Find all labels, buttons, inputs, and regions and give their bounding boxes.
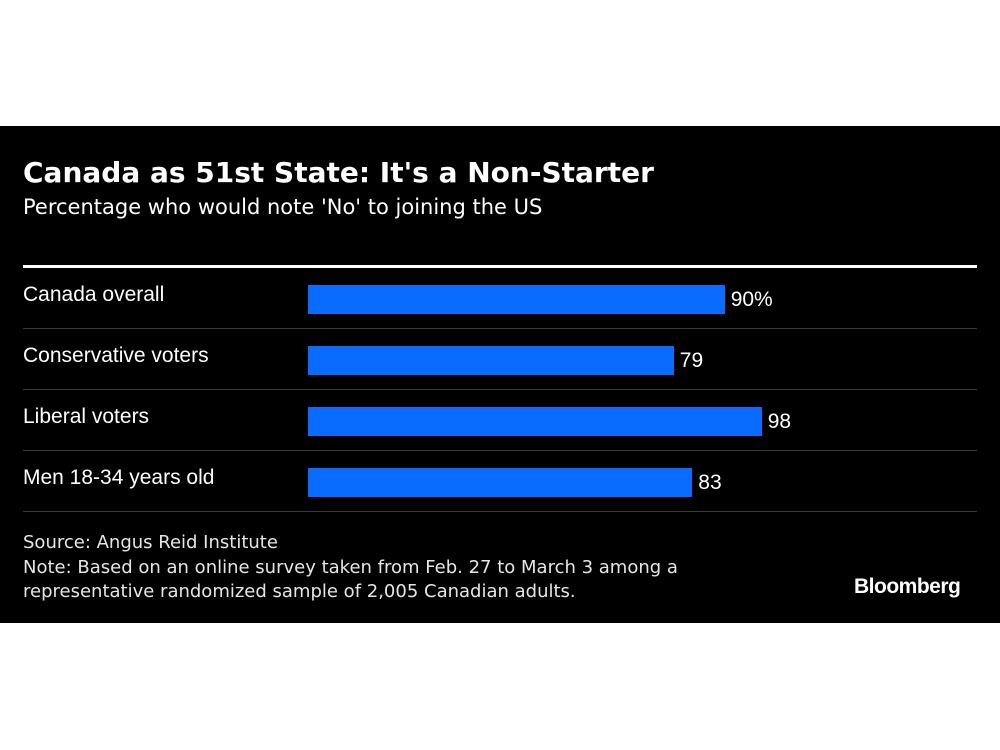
bar [308,346,674,375]
bar [308,407,762,436]
bar-row: Men 18-34 years old 83 [23,451,977,512]
category-label: Liberal voters [23,405,150,428]
data-label: 98 [767,410,792,433]
source-note: Source: Angus Reid Institute [23,532,278,553]
chart-panel: Canada as 51st State: It's a Non-Starter… [0,126,1000,623]
bloomberg-logo: Bloomberg [854,575,961,598]
bar [308,468,693,497]
methodology-note: Note: Based on an online survey taken fr… [23,557,678,602]
bar-row: Canada overall 90% [23,268,977,329]
data-label: 79 [679,349,704,372]
bar-rows: Canada overall 90% Conservative voters 79 Li… [23,268,977,512]
data-label: 90% [730,288,773,311]
bar-row: Conservative voters 79 [23,329,977,390]
category-label: Canada overall [23,283,165,306]
chart-subtitle: Percentage who would note 'No' to joinin… [23,195,543,219]
category-label: Conservative voters [23,344,209,367]
data-label: 83 [698,471,722,494]
category-label: Men 18-34 years old [23,466,215,489]
chart-title: Canada as 51st State: It's a Non-Starter [23,156,654,189]
top-rule [23,265,977,268]
bar [308,285,725,314]
bar-row: Liberal voters 98 [23,390,977,451]
